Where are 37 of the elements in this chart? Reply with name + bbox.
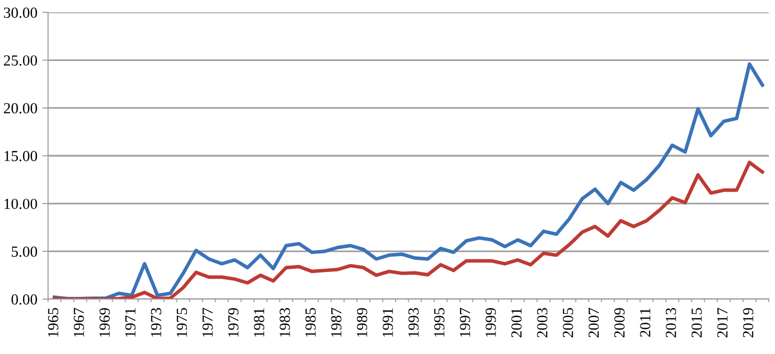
line-series: [52, 160, 764, 300]
x-tick-label: 1981: [254, 308, 264, 337]
x-tick-label: 1977: [202, 308, 213, 337]
x-tick-label: 2001: [511, 308, 522, 338]
line-series: [52, 62, 764, 300]
y-tick-label: 0.00: [11, 294, 38, 305]
x-tick-label: 1991: [382, 308, 393, 337]
x-tick-label: 1983: [280, 308, 290, 337]
x-tick-label: 1993: [408, 308, 419, 337]
x-tick-label: 1997: [460, 308, 470, 337]
x-tick-label: 1975: [176, 308, 188, 337]
x-tick-label: 2013: [666, 308, 676, 338]
y-tick-label: 10.00: [4, 198, 38, 210]
x-tick-label: 2011: [640, 308, 650, 337]
x-tick-label: 1995: [434, 308, 444, 337]
x-tick-label: 2009: [614, 308, 625, 338]
x-tick-label: 1989: [356, 308, 368, 337]
x-tick-label: 1987: [331, 308, 342, 337]
x-tick-label: 1985: [305, 308, 316, 337]
x-tick-label: 2003: [537, 308, 548, 338]
x-tick-label: 1973: [151, 308, 162, 337]
x-tick-label: 1967: [74, 308, 84, 337]
x-tick-label: 2007: [588, 308, 599, 338]
y-tick-label: 15.00: [4, 150, 38, 162]
y-tick-label: 25.00: [4, 55, 38, 66]
x-tick-label: 1971: [125, 308, 136, 337]
x-tick-label: 1969: [100, 308, 110, 337]
y-tick-label: 20.00: [4, 103, 38, 114]
x-tick-label: 1999: [486, 308, 496, 337]
y-tick-label: 30.00: [4, 8, 38, 18]
x-tick-label: 2005: [562, 308, 574, 338]
x-tick-label: 2017: [717, 308, 728, 338]
x-tick-label: 1965: [48, 308, 58, 337]
y-tick-label: 5.00: [12, 246, 38, 257]
x-tick-label: 1979: [228, 308, 238, 337]
x-tick-label: 2019: [743, 308, 754, 338]
x-tick-label: 2015: [692, 308, 702, 338]
